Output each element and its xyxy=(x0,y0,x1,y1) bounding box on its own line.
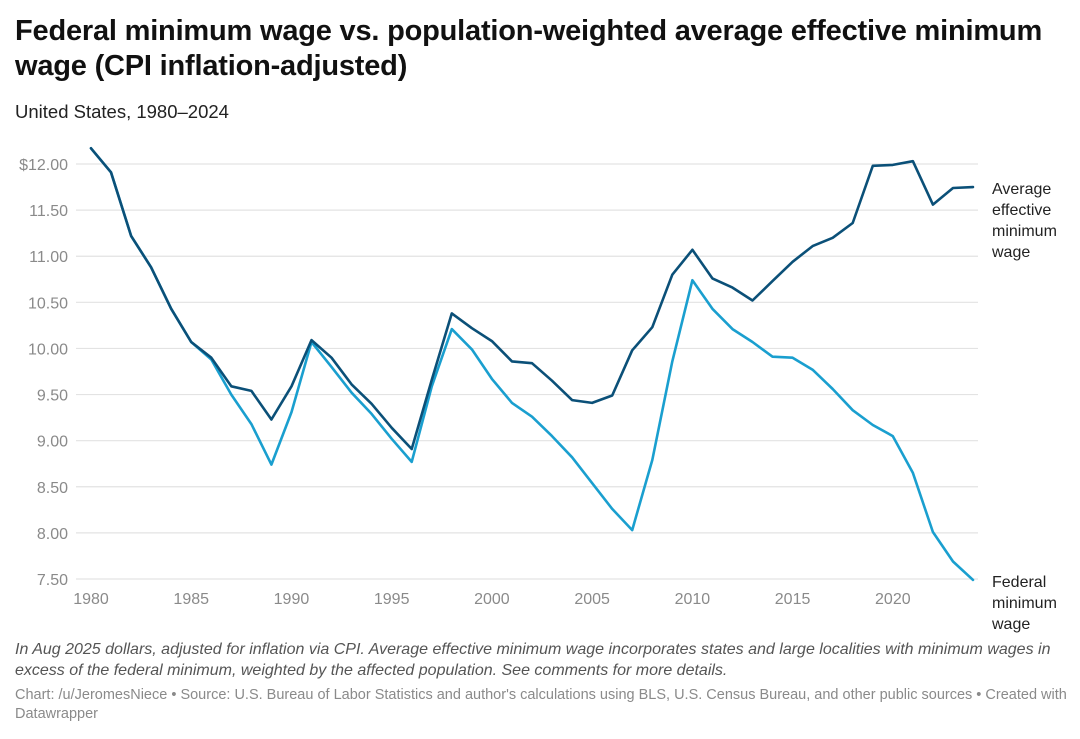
x-tick-label: 2015 xyxy=(775,591,811,608)
y-axis-ticks: 7.50 8.00 8.50 9.00 9.50 10.00 10.50 11.00 11.50… xyxy=(19,157,68,589)
series-lines xyxy=(89,147,975,582)
x-tick-label: 1985 xyxy=(173,591,209,608)
y-tick-label: $12.00 xyxy=(19,157,68,174)
series-label-federal: Federal minimum wage xyxy=(991,574,1057,633)
y-tick-label: 10.00 xyxy=(28,341,68,358)
x-tick-label: 2000 xyxy=(474,591,510,608)
y-tick-label: 8.00 xyxy=(37,526,68,543)
series-label-line: minimum xyxy=(992,595,1057,612)
series-label-line: Federal xyxy=(992,574,1046,591)
series-label-line: wage xyxy=(991,244,1030,261)
y-tick-label: 8.50 xyxy=(37,480,68,497)
x-tick-label: 2020 xyxy=(875,591,911,608)
x-tick-label: 1995 xyxy=(374,591,410,608)
chart-notes: In Aug 2025 dollars, adjusted for inflat… xyxy=(15,641,1051,679)
chart-credits: Chart: /u/JeromesNiece • Source: U.S. Bu… xyxy=(15,687,1067,722)
series-label-line: effective xyxy=(992,202,1051,219)
series-label-line: Average xyxy=(992,181,1051,198)
x-tick-label: 2005 xyxy=(574,591,610,608)
series-line-average-effective xyxy=(89,147,975,451)
series-label-line: minimum xyxy=(992,223,1057,240)
series-line-federal xyxy=(89,147,975,582)
x-tick-label: 1980 xyxy=(73,591,109,608)
y-tick-label: 10.50 xyxy=(28,295,68,312)
series-label-average-effective: Average effective minimum wage xyxy=(991,181,1057,261)
x-tick-label: 1990 xyxy=(274,591,310,608)
chart-subtitle: United States, 1980–2024 xyxy=(15,101,229,122)
x-tick-label: 2010 xyxy=(675,591,711,608)
line-chart: 7.50 8.00 8.50 9.00 9.50 10.00 10.50 11.00 11.50… xyxy=(19,147,1057,633)
y-tick-label: 9.50 xyxy=(37,388,68,405)
y-tick-label: 11.50 xyxy=(29,203,68,220)
gridlines xyxy=(76,163,978,580)
x-axis-ticks: 1980 1985 1990 1995 2000 2005 2010 2015 2020 xyxy=(73,591,911,608)
y-tick-label: 11.00 xyxy=(29,249,68,266)
series-label-line: wage xyxy=(991,616,1030,633)
y-tick-label: 7.50 xyxy=(37,572,68,589)
chart-title: Federal minimum wage vs. population-weig… xyxy=(15,15,1043,82)
y-tick-label: 9.00 xyxy=(37,434,68,451)
series-labels: Average effective minimum wage Federal minimu… xyxy=(991,181,1057,633)
